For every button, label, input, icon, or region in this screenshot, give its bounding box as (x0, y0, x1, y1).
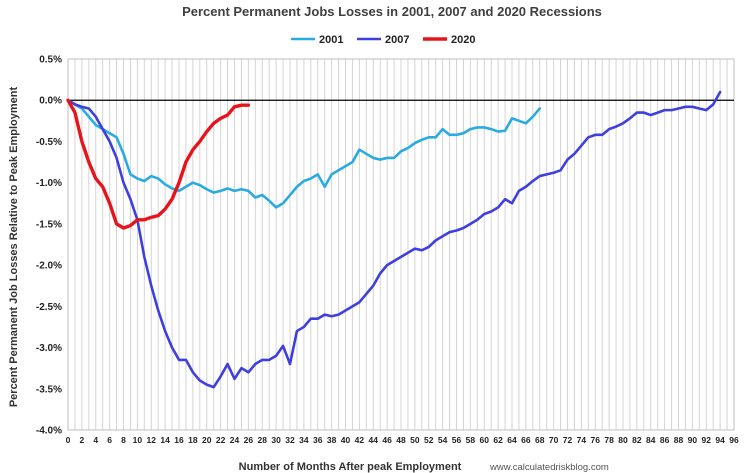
x-tick-label: 0 (66, 435, 71, 445)
series-line-2007 (66, 90, 722, 389)
x-tick-label: 90 (688, 435, 698, 445)
x-tick-label: 94 (715, 435, 725, 445)
x-tick-label: 48 (396, 435, 406, 445)
x-tick-label: 46 (382, 435, 392, 445)
x-tick-label: 8 (121, 435, 126, 445)
y-tick-label: 0.5% (39, 55, 62, 66)
x-tick-label: 12 (147, 435, 157, 445)
x-tick-label: 36 (313, 435, 323, 445)
x-tick-label: 44 (369, 435, 379, 445)
x-tick-label: 58 (466, 435, 476, 445)
x-tick-label: 56 (452, 435, 462, 445)
x-tick-label: 22 (216, 435, 226, 445)
x-tick-label: 26 (244, 435, 254, 445)
x-tick-label: 92 (702, 435, 712, 445)
x-tick-label: 78 (604, 435, 614, 445)
x-tick-label: 6 (107, 435, 112, 445)
x-tick-label: 52 (424, 435, 434, 445)
x-tick-label: 68 (535, 435, 545, 445)
x-tick-label: 54 (438, 435, 448, 445)
x-tick-label: 30 (271, 435, 281, 445)
y-tick-label: -1.5% (36, 219, 62, 230)
x-axis-ticks: 0 2 4 6 8 10 12 14 16 18 20 22 24 26 28 30 32 34 36 38 40 42 4… (66, 435, 739, 445)
y-tick-label: 0.0% (39, 96, 62, 107)
x-tick-label: 4 (93, 435, 98, 445)
x-tick-label: 66 (521, 435, 531, 445)
y-tick-label: -4.0% (36, 426, 62, 437)
x-tick-label: 76 (591, 435, 601, 445)
x-tick-label: 34 (299, 435, 309, 445)
series-line-2020 (66, 98, 251, 230)
chart-title: Percent Permanent Jobs Losses in 2001, 2… (182, 4, 602, 19)
y-tick-label: -0.5% (36, 137, 62, 148)
y-axis-label: Percent Permanent Job Losses Relative to… (8, 86, 20, 407)
y-tick-label: -3.5% (36, 384, 62, 395)
x-tick-label: 70 (549, 435, 559, 445)
x-tick-label: 24 (230, 435, 240, 445)
x-tick-label: 86 (660, 435, 670, 445)
x-tick-label: 72 (563, 435, 573, 445)
x-tick-label: 60 (480, 435, 490, 445)
plot-border (67, 58, 735, 431)
y-tick-label: -2.0% (36, 261, 62, 272)
x-tick-label: 2 (80, 435, 85, 445)
x-tick-label: 88 (674, 435, 684, 445)
series-lines (66, 90, 722, 389)
legend-label-2001: 2001 (319, 34, 343, 46)
x-tick-label: 96 (729, 435, 739, 445)
x-tick-label: 38 (327, 435, 337, 445)
y-tick-label: -3.0% (36, 343, 62, 354)
x-tick-label: 62 (493, 435, 503, 445)
x-tick-label: 28 (258, 435, 268, 445)
x-tick-label: 50 (410, 435, 420, 445)
y-tick-label: -2.5% (36, 302, 62, 313)
x-tick-label: 80 (618, 435, 628, 445)
x-tick-label: 84 (646, 435, 656, 445)
x-axis-label: Number of Months After peak Employment (239, 461, 462, 473)
series-line-2001 (66, 98, 542, 209)
x-tick-label: 42 (355, 435, 365, 445)
x-tick-label: 74 (577, 435, 587, 445)
x-tick-label: 40 (341, 435, 351, 445)
x-tick-label: 16 (174, 435, 184, 445)
legend: 2001 2007 2020 (291, 34, 475, 46)
x-tick-label: 10 (133, 435, 143, 445)
x-tick-label: 32 (285, 435, 295, 445)
y-axis-ticks: 0.5% 0.0% -0.5% -1.0% -1.5% -2.0% -2.5% -3.0% -3… (36, 55, 62, 437)
x-tick-label: 14 (160, 435, 170, 445)
x-tick-label: 18 (188, 435, 198, 445)
legend-label-2020: 2020 (451, 34, 475, 46)
x-tick-label: 64 (507, 435, 517, 445)
x-tick-label: 82 (632, 435, 642, 445)
x-tick-label: 20 (202, 435, 212, 445)
source-credit: www.calculatedriskblog.com (489, 462, 609, 473)
y-tick-label: -1.0% (36, 178, 62, 189)
grid-lines (67, 58, 735, 431)
legend-label-2007: 2007 (385, 34, 409, 46)
